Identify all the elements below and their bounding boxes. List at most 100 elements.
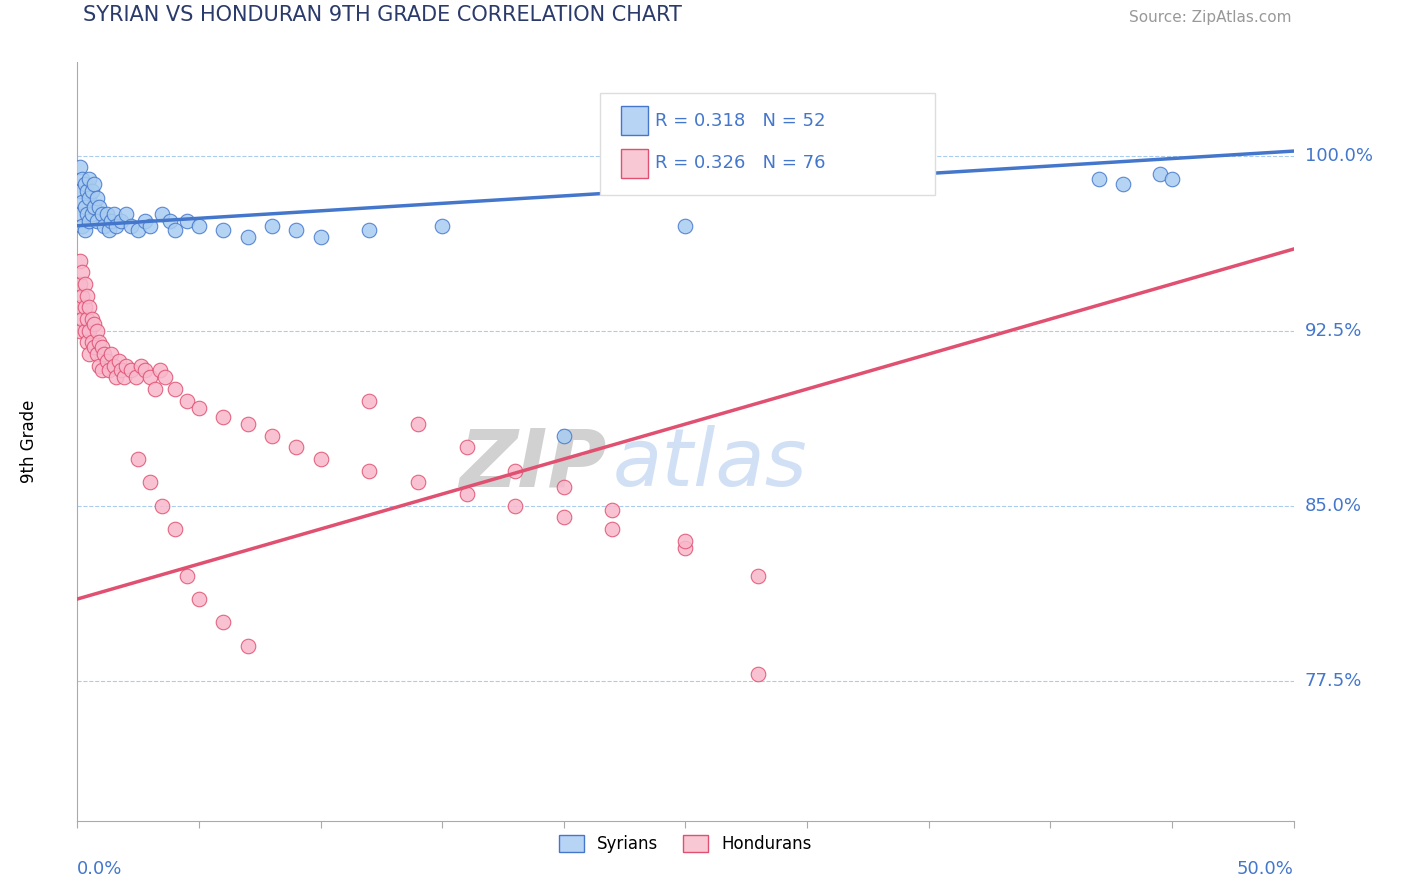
- Point: [83, 177, 105, 191]
- Point: [212, 223, 235, 237]
- Text: R = 0.318   N = 52: R = 0.318 N = 52: [655, 112, 825, 130]
- Point: [503, 464, 526, 478]
- Point: [93, 219, 115, 233]
- Point: [503, 499, 526, 513]
- Point: [430, 219, 453, 233]
- FancyBboxPatch shape: [621, 149, 648, 178]
- Point: [70, 265, 93, 279]
- FancyBboxPatch shape: [600, 93, 935, 195]
- Point: [188, 219, 211, 233]
- Point: [76, 312, 98, 326]
- Point: [93, 347, 115, 361]
- Text: R = 0.326   N = 76: R = 0.326 N = 76: [655, 154, 825, 172]
- Point: [96, 207, 118, 221]
- Point: [79, 191, 101, 205]
- Point: [115, 207, 138, 221]
- Point: [100, 347, 122, 361]
- Point: [80, 207, 103, 221]
- Point: [456, 441, 478, 455]
- Point: [69, 301, 91, 315]
- Text: 100.0%: 100.0%: [1305, 147, 1372, 165]
- Point: [120, 363, 142, 377]
- Text: ZIP: ZIP: [458, 425, 606, 503]
- Point: [70, 289, 93, 303]
- Point: [80, 335, 103, 350]
- Legend: Syrians, Hondurans: Syrians, Hondurans: [550, 827, 821, 862]
- Text: 50.0%: 50.0%: [1237, 860, 1294, 878]
- Point: [747, 568, 769, 582]
- Point: [79, 172, 101, 186]
- Point: [747, 666, 769, 681]
- FancyBboxPatch shape: [621, 106, 648, 136]
- Point: [309, 230, 332, 244]
- Text: 77.5%: 77.5%: [1305, 672, 1362, 690]
- Point: [406, 417, 429, 431]
- Point: [129, 359, 152, 373]
- Point: [236, 230, 259, 244]
- Point: [69, 324, 91, 338]
- Point: [70, 312, 93, 326]
- Point: [285, 441, 308, 455]
- Point: [159, 214, 181, 228]
- Point: [69, 253, 91, 268]
- Point: [79, 214, 101, 228]
- Point: [134, 214, 156, 228]
- Point: [90, 363, 112, 377]
- Point: [86, 214, 108, 228]
- Point: [553, 428, 575, 442]
- Point: [176, 214, 198, 228]
- Point: [152, 499, 174, 513]
- Point: [188, 401, 211, 415]
- Point: [97, 363, 120, 377]
- Point: [103, 359, 125, 373]
- Point: [69, 277, 91, 291]
- Point: [107, 354, 129, 368]
- Text: 0.0%: 0.0%: [77, 860, 122, 878]
- Point: [86, 324, 108, 338]
- Point: [309, 452, 332, 467]
- Point: [90, 207, 112, 221]
- Point: [260, 219, 283, 233]
- Text: atlas: atlas: [613, 425, 807, 503]
- Point: [139, 219, 162, 233]
- Point: [100, 214, 122, 228]
- Point: [70, 172, 93, 186]
- Point: [285, 223, 308, 237]
- Point: [406, 475, 429, 490]
- Point: [105, 219, 128, 233]
- Text: 92.5%: 92.5%: [1305, 322, 1362, 340]
- Point: [139, 370, 162, 384]
- Point: [163, 223, 186, 237]
- Point: [73, 301, 96, 315]
- Point: [188, 592, 211, 607]
- Point: [1112, 177, 1135, 191]
- Point: [89, 335, 111, 350]
- Point: [1161, 172, 1184, 186]
- Point: [76, 335, 98, 350]
- Point: [260, 428, 283, 442]
- Point: [76, 184, 98, 198]
- Point: [70, 195, 93, 210]
- Point: [176, 568, 198, 582]
- Point: [134, 363, 156, 377]
- Point: [236, 639, 259, 653]
- Point: [359, 223, 381, 237]
- Point: [125, 370, 148, 384]
- Point: [212, 615, 235, 630]
- Text: 9th Grade: 9th Grade: [20, 400, 38, 483]
- Point: [1149, 168, 1171, 182]
- Point: [105, 370, 128, 384]
- Point: [110, 214, 132, 228]
- Point: [89, 200, 111, 214]
- Point: [675, 219, 697, 233]
- Point: [149, 363, 172, 377]
- Point: [1088, 172, 1111, 186]
- Text: 85.0%: 85.0%: [1305, 497, 1361, 515]
- Point: [675, 533, 697, 548]
- Point: [79, 301, 101, 315]
- Point: [73, 200, 96, 214]
- Point: [163, 382, 186, 396]
- Point: [553, 510, 575, 524]
- Point: [359, 464, 381, 478]
- Point: [76, 207, 98, 221]
